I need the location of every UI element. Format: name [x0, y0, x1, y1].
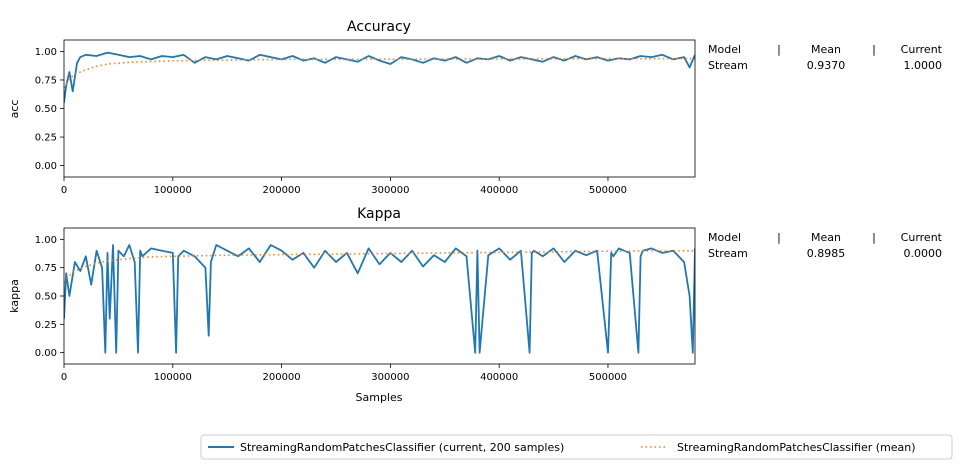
accuracy-title: Accuracy — [347, 19, 411, 35]
y-tick-label: 0.50 — [35, 292, 57, 303]
stats-row-current: 1.0000 — [904, 59, 943, 72]
stats-row-mean: 0.9370 — [807, 59, 846, 72]
x-tick-label: 200000 — [262, 372, 300, 383]
y-tick-label: 0.00 — [35, 348, 57, 359]
stats-header-model: Model — [708, 43, 741, 56]
kappa-xlabel: Samples — [356, 391, 403, 404]
y-tick-label: 0.25 — [35, 320, 57, 331]
legend-mean-label: StreamingRandomPatchesClassifier (mean) — [677, 441, 916, 454]
x-tick-label: 300000 — [371, 185, 409, 196]
y-tick-label: 0.75 — [35, 263, 57, 274]
y-tick-label: 1.00 — [35, 235, 57, 246]
stats-row-model: Stream — [708, 59, 748, 72]
kappa-panel: Kappa kappa 0 100000 200000 300000 400000 500… — [8, 206, 943, 404]
kappa-stats-table: Model | Mean | Current Stream 0.8985 0.0… — [708, 231, 943, 260]
y-tick-label: 0.50 — [35, 104, 57, 115]
y-tick-label: 1.00 — [35, 47, 57, 58]
accuracy-ylabel: acc — [8, 100, 21, 119]
stats-row-model: Stream — [708, 247, 748, 260]
y-tick-label: 0.75 — [35, 75, 57, 86]
x-tick-label: 0 — [61, 185, 67, 196]
stats-header-sep-1: | — [777, 231, 781, 244]
x-tick-label: 400000 — [480, 372, 518, 383]
mean-series-line — [64, 57, 695, 89]
x-tick-label: 100000 — [154, 372, 192, 383]
stats-header-sep-2: | — [872, 43, 876, 56]
mean-series-line — [64, 250, 695, 283]
y-tick-label: 0.25 — [35, 133, 57, 144]
stats-header-model: Model — [708, 231, 741, 244]
x-tick-label: 400000 — [480, 185, 518, 196]
accuracy-stats-table: Model | Mean | Current Stream 0.9370 1.0… — [708, 43, 943, 72]
x-tick-label: 500000 — [589, 185, 627, 196]
stats-header-sep-2: | — [872, 231, 876, 244]
stats-row-current: 0.0000 — [904, 247, 943, 260]
x-tick-label: 500000 — [589, 372, 627, 383]
legend: StreamingRandomPatchesClassifier (curren… — [200, 434, 953, 460]
x-tick-label: 100000 — [154, 185, 192, 196]
kappa-title: Kappa — [357, 206, 401, 222]
x-tick-label: 200000 — [262, 185, 300, 196]
stats-header-mean: Mean — [811, 43, 841, 56]
stats-row-mean: 0.8985 — [807, 247, 846, 260]
x-tick-label: 300000 — [371, 372, 409, 383]
stats-header-current: Current — [901, 43, 943, 56]
x-tick-label: 0 — [61, 372, 67, 383]
legend-box — [200, 434, 953, 460]
kappa-ylabel: kappa — [8, 279, 21, 313]
stats-header-mean: Mean — [811, 231, 841, 244]
current-series-line — [64, 51, 695, 103]
accuracy-panel: Accuracy acc 0 100000 200000 300000 400000 50… — [8, 19, 943, 196]
axes-frame — [63, 227, 696, 365]
kappa-plot-area: 0 100000 200000 300000 400000 500000 0.00 0.25 0… — [35, 227, 696, 383]
stats-header-current: Current — [901, 231, 943, 244]
accuracy-plot-area: 0 100000 200000 300000 400000 500000 0.00 0.25 0… — [35, 39, 696, 196]
current-series-line — [64, 244, 695, 354]
y-tick-label: 0.00 — [35, 161, 57, 172]
legend-current-label: StreamingRandomPatchesClassifier (curren… — [240, 441, 564, 454]
stats-header-sep-1: | — [777, 43, 781, 56]
